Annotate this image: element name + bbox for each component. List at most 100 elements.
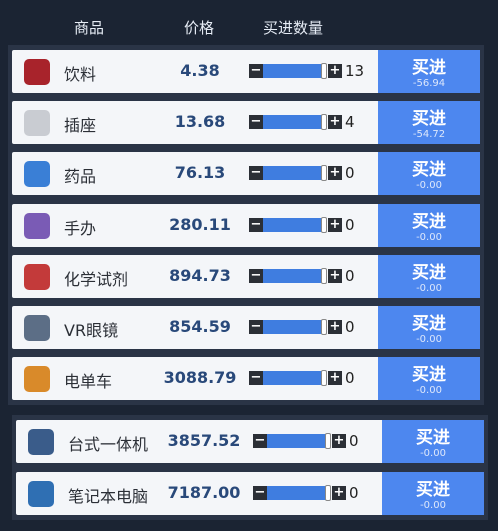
- plus-button[interactable]: +: [328, 165, 342, 181]
- slider-knob[interactable]: [325, 433, 331, 449]
- item-name: 饮料: [64, 65, 97, 84]
- item-row: 药品 76.13 − +0 买进 -0.00: [12, 152, 480, 196]
- buy-label: 买进: [416, 480, 450, 500]
- header-name: 商品: [74, 19, 105, 37]
- buy-cost: -54.72: [412, 129, 446, 141]
- buy-button[interactable]: 买进 -0.00: [378, 203, 480, 247]
- plus-button[interactable]: +: [332, 485, 346, 500]
- item-qty: 0: [345, 318, 355, 336]
- plus-button[interactable]: +: [328, 216, 342, 232]
- item-qty: 4: [345, 113, 355, 132]
- slider-knob[interactable]: [325, 485, 331, 501]
- item-price: 3857.52: [167, 431, 241, 450]
- quantity-slider[interactable]: [263, 371, 325, 386]
- item-price: 76.13: [174, 163, 226, 183]
- quantity-slider[interactable]: [263, 166, 325, 181]
- buy-cost: -0.00: [416, 385, 442, 397]
- buy-cost: -0.00: [416, 231, 442, 243]
- item-qty: 0: [345, 266, 355, 285]
- item-qty: 0: [345, 369, 355, 388]
- header-qty: 买进数量: [263, 19, 324, 37]
- buy-button[interactable]: 买进 -0.00: [382, 472, 484, 515]
- buy-label: 买进: [412, 262, 446, 283]
- item-name: 电单车: [64, 372, 113, 392]
- plus-button[interactable]: +: [328, 114, 342, 130]
- plus-button[interactable]: +: [328, 267, 342, 283]
- item-icon: [24, 263, 50, 290]
- plus-button[interactable]: +: [328, 63, 342, 78]
- item-icon: [28, 429, 54, 455]
- slider-knob[interactable]: [321, 370, 327, 387]
- minus-button[interactable]: −: [249, 267, 263, 283]
- item-qty: 0: [349, 484, 359, 502]
- buy-cost: -0.00: [416, 334, 442, 345]
- buy-button[interactable]: 买进 -0.00: [378, 357, 480, 401]
- item-icon: [24, 212, 50, 239]
- buy-cost: -0.00: [416, 180, 442, 192]
- item-price: 3088.79: [163, 368, 237, 388]
- buy-label: 买进: [412, 160, 446, 181]
- item-qty: 0: [345, 215, 355, 234]
- slider-knob[interactable]: [321, 319, 327, 335]
- item-name: VR眼镜: [64, 321, 119, 340]
- item-name: 药品: [64, 167, 97, 187]
- item-qty: 0: [345, 164, 355, 183]
- item-price: 13.68: [174, 112, 226, 132]
- quantity-slider[interactable]: [263, 115, 325, 130]
- minus-button[interactable]: −: [249, 114, 263, 130]
- slider-knob[interactable]: [321, 165, 327, 182]
- item-qty: 13: [345, 62, 365, 80]
- minus-button[interactable]: −: [249, 319, 263, 334]
- buy-label: 买进: [412, 211, 446, 232]
- item-price: 894.73: [169, 265, 231, 285]
- minus-button[interactable]: −: [253, 433, 267, 448]
- buy-button[interactable]: 买进 -0.00: [382, 420, 484, 463]
- item-icon: [28, 481, 54, 507]
- item-name: 化学试剂: [64, 269, 129, 289]
- buy-button[interactable]: 买进 -54.72: [378, 101, 480, 145]
- buy-button[interactable]: 买进 -0.00: [378, 306, 480, 349]
- quantity-slider[interactable]: [263, 217, 325, 232]
- quantity-slider[interactable]: [263, 268, 325, 283]
- minus-button[interactable]: −: [249, 216, 263, 232]
- item-row: VR眼镜 854.59 − +0 买进 -0.00: [12, 306, 480, 349]
- plus-button[interactable]: +: [332, 433, 346, 448]
- plus-button[interactable]: +: [328, 319, 342, 334]
- header-price: 价格: [184, 19, 215, 37]
- item-price: 4.38: [180, 61, 220, 80]
- item-row: 插座 13.68 − +4 买进 -54.72: [12, 101, 480, 145]
- buy-button[interactable]: 买进 -0.00: [378, 254, 480, 298]
- item-price: 854.59: [169, 317, 231, 336]
- buy-label: 买进: [416, 428, 450, 448]
- buy-cost: -0.00: [420, 448, 446, 459]
- buy-label: 买进: [412, 58, 446, 78]
- slider-knob[interactable]: [321, 63, 327, 79]
- quantity-slider[interactable]: [263, 64, 325, 78]
- item-icon: [24, 315, 50, 341]
- minus-button[interactable]: −: [249, 370, 263, 386]
- quantity-slider[interactable]: [263, 320, 325, 334]
- minus-button[interactable]: −: [249, 63, 263, 78]
- buy-button[interactable]: 买进 -56.94: [378, 50, 480, 93]
- plus-button[interactable]: +: [328, 370, 342, 386]
- item-price: 7187.00: [167, 483, 241, 502]
- slider-knob[interactable]: [321, 267, 327, 284]
- buy-label: 买进: [412, 109, 446, 130]
- item-icon: [24, 59, 50, 85]
- slider-knob[interactable]: [321, 216, 327, 233]
- item-row: 电单车 3088.79− +0 买进 -0.00: [12, 357, 480, 401]
- buy-cost: -56.94: [412, 78, 446, 89]
- slider-knob[interactable]: [321, 114, 327, 131]
- quantity-slider[interactable]: [267, 434, 329, 448]
- quantity-slider[interactable]: [267, 486, 329, 500]
- item-name: 手办: [64, 218, 97, 238]
- minus-button[interactable]: −: [253, 485, 267, 500]
- buy-cost: -0.00: [416, 282, 442, 294]
- buy-label: 买进: [412, 365, 446, 386]
- item-icon: [24, 110, 50, 137]
- buy-button[interactable]: 买进 -0.00: [378, 152, 480, 196]
- item-icon: [24, 161, 50, 188]
- minus-button[interactable]: −: [249, 165, 263, 181]
- item-qty: 0: [349, 432, 359, 450]
